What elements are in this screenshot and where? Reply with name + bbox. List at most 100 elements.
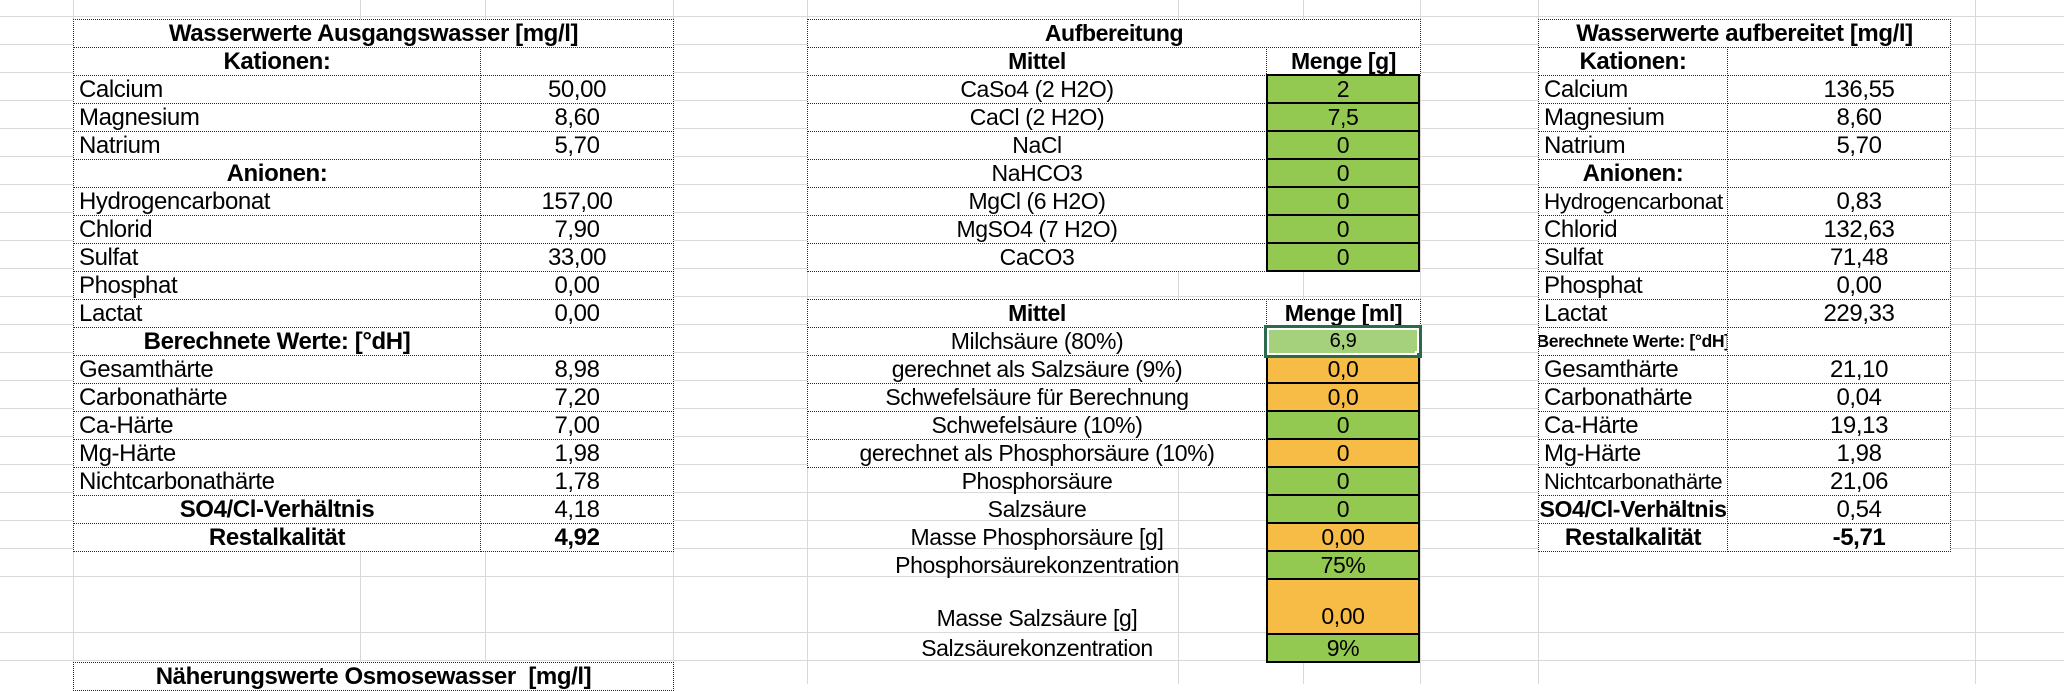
cell-label[interactable]: Salzsäurekonzentration <box>921 635 1153 661</box>
cell-value[interactable]: 0 <box>1266 438 1420 468</box>
cell-value[interactable] <box>1727 327 1951 356</box>
osmosis-table-title[interactable]: Näherungswerte Osmosewasser [mg/l] <box>73 662 674 691</box>
section-header[interactable]: Anionen: <box>1538 159 1728 188</box>
cell-value[interactable]: 2 <box>1266 74 1420 104</box>
cell-label[interactable]: Calcium <box>1538 75 1728 104</box>
cell-value[interactable] <box>480 47 674 76</box>
cell-label[interactable]: Phosphat <box>73 271 481 300</box>
cell-value[interactable]: 19,13 <box>1727 411 1951 440</box>
cell-label[interactable]: Phosphorsäure <box>961 468 1113 494</box>
cell-value[interactable]: 0,0 <box>1266 354 1420 384</box>
cell-value[interactable]: 0,0 <box>1266 382 1420 412</box>
cell-label[interactable]: Sulfat <box>1538 243 1728 272</box>
cell-value[interactable] <box>480 327 674 356</box>
selected-cell[interactable]: 6,9 <box>1264 325 1422 358</box>
cell-value[interactable]: 0 <box>1266 130 1420 160</box>
cell-value[interactable]: 229,33 <box>1727 299 1951 328</box>
cell-label[interactable]: Lactat <box>1538 299 1728 328</box>
cell-label[interactable]: Ca-Härte <box>1538 411 1728 440</box>
section-header[interactable]: Berechnete Werte: [°dH] <box>73 327 481 356</box>
cell-value[interactable]: 7,00 <box>480 411 674 440</box>
cell-value[interactable]: 21,06 <box>1727 467 1951 496</box>
cell-value[interactable]: 4,92 <box>480 523 674 552</box>
cell-value[interactable]: 1,98 <box>1727 439 1951 468</box>
cell-label[interactable]: Ca-Härte <box>73 411 481 440</box>
cell-value[interactable]: 0,83 <box>1727 187 1951 216</box>
cell-value[interactable]: 1,98 <box>480 439 674 468</box>
cell-label[interactable]: Sulfat <box>73 243 481 272</box>
cell-value[interactable]: 75% <box>1266 550 1420 580</box>
cell-label[interactable]: Hydrogencarbonat <box>73 187 481 216</box>
cell-label[interactable]: MgSO4 (7 H2O) <box>807 215 1267 244</box>
cell-value[interactable]: 0 <box>1266 214 1420 244</box>
cell-value[interactable]: 7,20 <box>480 383 674 412</box>
cell-label[interactable]: Natrium <box>1538 131 1728 160</box>
cell-value[interactable]: 50,00 <box>480 75 674 104</box>
cell-label[interactable]: Natrium <box>73 131 481 160</box>
cell-value[interactable]: 0 <box>1266 410 1420 440</box>
cell-label[interactable]: Schwefelsäure (10%) <box>807 411 1267 440</box>
cell-value[interactable]: 0 <box>1266 466 1420 496</box>
cell-value[interactable]: 0 <box>1266 494 1420 524</box>
cell-label[interactable]: gerechnet als Phosphorsäure (10%) <box>807 439 1267 468</box>
cell-label[interactable]: Masse Salzsäure [g] <box>936 605 1138 631</box>
cell-value[interactable] <box>480 159 674 188</box>
cell-label[interactable]: Restalkalität <box>73 523 481 552</box>
cell-label[interactable]: Gesamthärte <box>73 355 481 384</box>
cell-value[interactable]: 0,54 <box>1727 495 1951 524</box>
cell-value[interactable]: 5,70 <box>480 131 674 160</box>
cell-value[interactable]: 0 <box>1266 158 1420 188</box>
cell-label[interactable]: Mg-Härte <box>73 439 481 468</box>
cell-value[interactable]: 5,70 <box>1727 131 1951 160</box>
cell-label[interactable]: CaCl (2 H2O) <box>807 103 1267 132</box>
cell-label[interactable]: NaCl <box>807 131 1267 160</box>
cell-label[interactable]: Salzsäure <box>987 496 1087 522</box>
cell-value[interactable]: 0,00 <box>1266 578 1420 635</box>
cell-value[interactable]: 8,60 <box>1727 103 1951 132</box>
cell-value[interactable]: 7,90 <box>480 215 674 244</box>
cell-label[interactable]: Schwefelsäure für Berechnung <box>807 383 1267 412</box>
cell-label[interactable]: CaCO3 <box>807 243 1267 272</box>
cell-label[interactable]: Carbonathärte <box>73 383 481 412</box>
cell-value[interactable]: 4,18 <box>480 495 674 524</box>
cell-label[interactable]: Lactat <box>73 299 481 328</box>
cell-value[interactable]: 1,78 <box>480 467 674 496</box>
cell-value[interactable]: 9% <box>1266 633 1420 663</box>
cell-value[interactable]: -5,71 <box>1727 523 1951 552</box>
cell-value[interactable]: 0,00 <box>1266 522 1420 552</box>
cell-label[interactable]: Carbonathärte <box>1538 383 1728 412</box>
cell-label[interactable]: Magnesium <box>1538 103 1728 132</box>
cell-label[interactable]: Hydrogencarbonat <box>1538 187 1728 216</box>
cell-label[interactable]: Chlorid <box>73 215 481 244</box>
cell-value[interactable]: 0 <box>1266 242 1420 272</box>
cell-label[interactable]: Masse Phosphorsäure [g] <box>910 524 1164 550</box>
cell-value[interactable]: 132,63 <box>1727 215 1951 244</box>
cell-value[interactable]: 136,55 <box>1727 75 1951 104</box>
cell-value[interactable]: 7,5 <box>1266 102 1420 132</box>
cell-label[interactable]: Phosphat <box>1538 271 1728 300</box>
cell-value[interactable] <box>1727 47 1951 76</box>
section-header[interactable]: Kationen: <box>73 47 481 76</box>
cell-label[interactable]: Magnesium <box>73 103 481 132</box>
cell-value[interactable]: 0 <box>1266 186 1420 216</box>
cell-label[interactable]: CaSo4 (2 H2O) <box>807 75 1267 104</box>
cell-value[interactable]: 8,98 <box>480 355 674 384</box>
cell-label[interactable]: SO4/Cl-Verhältnis <box>73 495 481 524</box>
cell-value[interactable]: 33,00 <box>480 243 674 272</box>
section-header[interactable]: Anionen: <box>73 159 481 188</box>
section-header[interactable]: Berechnete Werte: [°dH] <box>1538 327 1728 356</box>
cell-label[interactable]: Chlorid <box>1538 215 1728 244</box>
cell-value[interactable]: 0,00 <box>1727 271 1951 300</box>
cell-label[interactable]: Nichtcarbonathärte <box>1538 467 1728 496</box>
cell-value[interactable]: 21,10 <box>1727 355 1951 384</box>
cell-value[interactable]: 71,48 <box>1727 243 1951 272</box>
cell-value[interactable] <box>1727 159 1951 188</box>
fill-handle[interactable] <box>1415 351 1419 355</box>
cell-label[interactable]: MgCl (6 H2O) <box>807 187 1267 216</box>
cell-label[interactable]: Gesamthärte <box>1538 355 1728 384</box>
cell-value[interactable]: 0,00 <box>480 299 674 328</box>
cell-label[interactable]: gerechnet als Salzsäure (9%) <box>807 355 1267 384</box>
cell-label[interactable]: Calcium <box>73 75 481 104</box>
cell-label[interactable]: Phosphorsäurekonzentration <box>895 552 1179 578</box>
cell-label[interactable]: Mg-Härte <box>1538 439 1728 468</box>
